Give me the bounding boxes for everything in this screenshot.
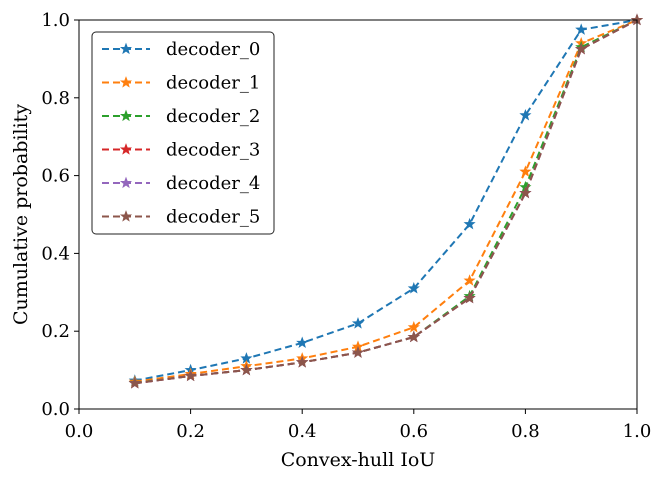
y-tick-label: 0.8 bbox=[41, 88, 70, 109]
data-point-decoder_5-3 bbox=[296, 355, 309, 368]
x-tick-label: 0.0 bbox=[65, 421, 94, 442]
data-point-decoder_5-4 bbox=[351, 346, 365, 358]
legend-entry: decoder_2 bbox=[102, 106, 260, 127]
legend-label: decoder_5 bbox=[166, 207, 260, 228]
y-tick-label: 0.0 bbox=[41, 399, 70, 420]
data-point-decoder_1-5 bbox=[407, 320, 420, 333]
data-point-decoder_5-6 bbox=[463, 291, 476, 304]
x-tick-label: 0.8 bbox=[511, 421, 540, 442]
data-point-decoder_0-3 bbox=[296, 336, 309, 349]
y-tick-label: 1.0 bbox=[41, 10, 70, 31]
data-point-decoder_0-5 bbox=[407, 282, 420, 294]
legend-entry: decoder_3 bbox=[102, 140, 260, 161]
data-point-decoder_5-2 bbox=[240, 363, 253, 376]
data-point-decoder_1-6 bbox=[463, 274, 476, 286]
legend-marker-decoder_3 bbox=[119, 143, 133, 155]
y-tick-label: 0.4 bbox=[41, 243, 70, 264]
legend-label: decoder_3 bbox=[166, 140, 260, 161]
plot-area bbox=[128, 13, 644, 389]
legend-entry: decoder_1 bbox=[102, 73, 260, 94]
legend-marker-decoder_1 bbox=[119, 76, 133, 88]
data-point-decoder_0-7 bbox=[519, 108, 532, 121]
data-point-decoder_5-8 bbox=[575, 42, 588, 55]
series-line-decoder_5 bbox=[134, 19, 638, 385]
legend-box bbox=[91, 31, 275, 235]
x-axis-label: Convex-hull IoU bbox=[281, 449, 436, 471]
legend-marker-decoder_0 bbox=[119, 42, 133, 55]
x-tick-label: 0.4 bbox=[288, 421, 317, 442]
data-point-decoder_0-4 bbox=[351, 317, 365, 329]
series-line-decoder_0 bbox=[134, 19, 638, 382]
series-decoder_5 bbox=[128, 13, 644, 389]
legend-marker-decoder_4 bbox=[119, 176, 133, 189]
legend-label: decoder_4 bbox=[166, 173, 260, 194]
axes: 0.0 0.2 0.4 0.6 0.8 1.0 0.0 0.2 0.4 0.6 0.8 1.0 Conv… bbox=[10, 10, 651, 471]
legend-entry: decoder_5 bbox=[102, 207, 260, 228]
legend-marker-decoder_5 bbox=[119, 210, 133, 222]
x-tick-label: 1.0 bbox=[623, 421, 652, 442]
legend: decoder_0 decoder_1 decoder_2 decoder_3deco… bbox=[91, 31, 275, 235]
data-point-decoder_0-8 bbox=[575, 23, 588, 35]
x-tick-label: 0.2 bbox=[176, 421, 205, 442]
data-point-decoder_5-1 bbox=[184, 369, 197, 382]
y-tick-label: 0.6 bbox=[41, 166, 70, 187]
data-point-decoder_5-5 bbox=[407, 330, 420, 343]
data-point-decoder_5-0 bbox=[128, 376, 141, 389]
plot-frame bbox=[78, 19, 638, 410]
legend-label: decoder_1 bbox=[166, 73, 260, 94]
x-tick-label: 0.6 bbox=[399, 421, 428, 442]
data-point-decoder_1-7 bbox=[519, 165, 532, 177]
data-point-decoder_0-6 bbox=[463, 217, 476, 230]
data-point-decoder_5-7 bbox=[519, 186, 532, 199]
legend-entry: decoder_4 bbox=[102, 173, 260, 194]
legend-entry: decoder_0 bbox=[102, 39, 260, 60]
legend-marker-decoder_2 bbox=[119, 109, 133, 122]
legend-label: decoder_2 bbox=[166, 106, 260, 127]
series-line-decoder_1 bbox=[134, 19, 638, 383]
y-tick-label: 0.2 bbox=[41, 321, 70, 342]
y-axis-label: Cumulative probability bbox=[10, 104, 32, 325]
legend-label: decoder_0 bbox=[166, 39, 260, 60]
